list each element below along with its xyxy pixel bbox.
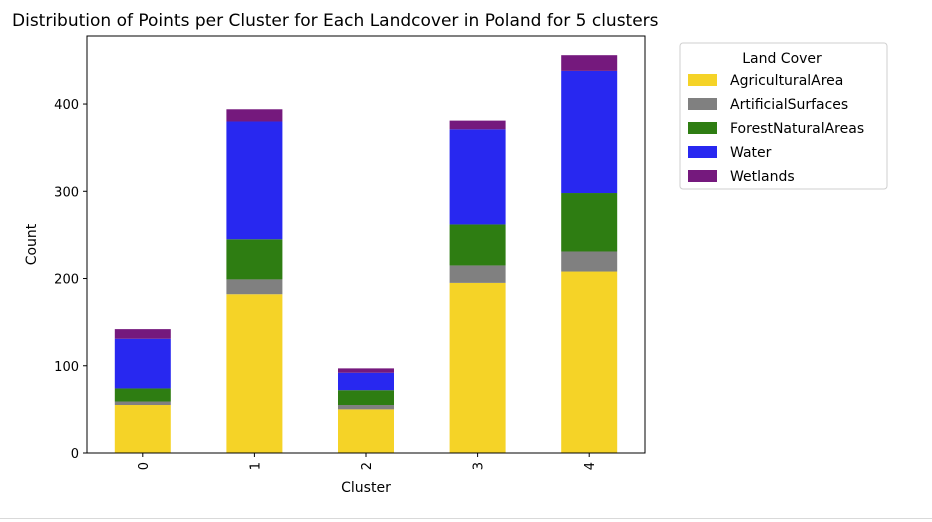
legend-frame: [679, 42, 888, 190]
legend-label-agriculturalarea: AgriculturalArea: [730, 73, 843, 89]
legend-swatch-water: [688, 146, 717, 158]
bar-segment-water-cluster-4: [561, 70, 618, 194]
legend-label-artificialsurfaces: ArtificialSurfaces: [730, 97, 848, 113]
legend-label-forestnaturalareas: ForestNaturalAreas: [730, 121, 864, 137]
bottom-divider: [0, 518, 932, 519]
legend: Land Cover AgriculturalArea ArtificialSur…: [679, 42, 888, 190]
bar-segment-wetlands-cluster-4: [561, 55, 618, 71]
legend-title: Land Cover: [742, 51, 822, 67]
bar-segment-artificialsurfaces-cluster-0: [114, 401, 171, 406]
y-tick-label: 100: [54, 360, 79, 375]
x-tick-label: 3: [472, 462, 487, 470]
bar-segment-water-cluster-0: [114, 338, 171, 389]
x-tick-label: 2: [360, 462, 375, 470]
chart-title: Distribution of Points per Cluster for E…: [12, 11, 659, 31]
bar-segment-agriculturalarea-cluster-4: [561, 271, 618, 453]
y-axis-label: Count: [24, 223, 40, 265]
legend-swatch-forestnaturalareas: [688, 122, 717, 134]
bar-segment-forestnaturalareas-cluster-2: [338, 390, 394, 406]
bar-segment-artificialsurfaces-cluster-4: [561, 251, 618, 272]
legend-items: AgriculturalArea ArtificialSurfaces Forest…: [688, 73, 864, 185]
bars-layer: [114, 55, 618, 453]
x-tick-label: 1: [248, 462, 263, 470]
bar-segment-agriculturalarea-cluster-2: [338, 409, 394, 453]
legend-swatch-artificialsurfaces: [688, 98, 717, 110]
bar-segment-wetlands-cluster-1: [226, 109, 283, 122]
bar-segment-agriculturalarea-cluster-0: [114, 405, 171, 453]
y-tick-label: 400: [54, 98, 79, 113]
bar-segment-wetlands-cluster-0: [114, 329, 171, 339]
bar-segment-artificialsurfaces-cluster-2: [338, 405, 394, 410]
bar-segment-forestnaturalareas-cluster-3: [449, 224, 506, 266]
x-tick-label: 0: [137, 462, 152, 470]
bar-segment-agriculturalarea-cluster-1: [226, 294, 283, 453]
bar-segment-wetlands-cluster-3: [449, 120, 506, 130]
bar-segment-agriculturalarea-cluster-3: [449, 282, 506, 453]
x-axis: 0 1 2 3 4: [137, 453, 598, 470]
bar-segment-wetlands-cluster-2: [338, 368, 394, 373]
y-tick-label: 300: [54, 185, 79, 200]
x-tick-label: 4: [583, 462, 598, 470]
bar-segment-forestnaturalareas-cluster-1: [226, 239, 283, 280]
bar-segment-forestnaturalareas-cluster-4: [561, 193, 618, 252]
x-axis-label: Cluster: [341, 480, 391, 496]
legend-label-wetlands: Wetlands: [730, 169, 795, 185]
bar-segment-water-cluster-3: [449, 129, 506, 225]
bar-segment-artificialsurfaces-cluster-3: [449, 265, 506, 283]
y-tick-label: 200: [54, 273, 79, 288]
legend-swatch-agriculturalarea: [688, 74, 717, 86]
y-axis: 0 100 200 300 400: [54, 98, 87, 462]
bar-segment-water-cluster-2: [338, 372, 394, 391]
bar-segment-artificialsurfaces-cluster-1: [226, 279, 283, 295]
legend-swatch-wetlands: [688, 170, 717, 182]
bar-segment-forestnaturalareas-cluster-0: [114, 388, 171, 402]
legend-label-water: Water: [730, 145, 772, 161]
bar-segment-water-cluster-1: [226, 121, 283, 240]
y-tick-label: 0: [71, 447, 79, 462]
